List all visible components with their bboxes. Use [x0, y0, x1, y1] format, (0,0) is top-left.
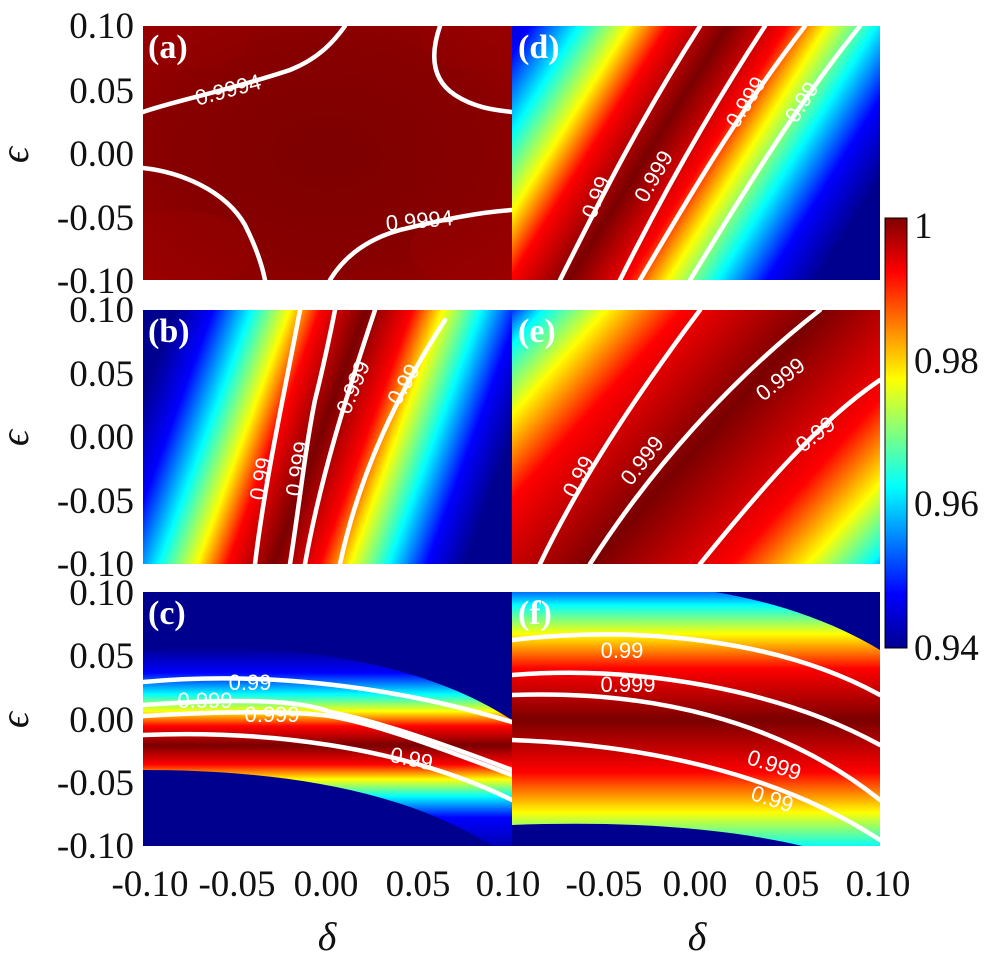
panel-d-contour-1: [557, 26, 703, 280]
panel-f-letter: (f): [518, 595, 552, 632]
panel-a-heatmap: [143, 26, 512, 280]
y-tick: 0.10: [69, 290, 134, 331]
x-tick: 0.05: [755, 864, 820, 905]
panel-f-heatmap: [512, 592, 880, 846]
panel-b-letter: (b): [148, 313, 190, 350]
panel-e-letter: (e): [518, 313, 556, 350]
colorbar-gradient: [884, 217, 908, 649]
panel-b-contour-1: [252, 310, 303, 564]
panel-c-contour-3: [143, 709, 512, 778]
y-tick: 0.05: [69, 71, 134, 112]
panel-c-contour-label-1: 0.99: [229, 670, 272, 695]
panel-f-contour-1: [512, 632, 880, 698]
panel-c-letter: (c): [148, 595, 186, 632]
y-tick: -0.05: [57, 763, 134, 804]
panel-e-contour-3: [697, 377, 880, 564]
x-axis-label-right: δ: [688, 914, 708, 959]
panel-f-contour-4: [512, 737, 880, 843]
y-axis-ticks-bottom: 0.10 0.05 0.00 -0.05 -0.10: [57, 573, 134, 867]
y-tick: 0.05: [69, 354, 134, 395]
y-tick: -0.10: [57, 544, 134, 585]
x-tick: 0.00: [663, 864, 728, 905]
colorbar-tick: 0.96: [914, 484, 979, 525]
y-axis-label-bottom: ϵ: [0, 710, 37, 728]
panel-a-contour-lower: [327, 207, 512, 280]
x-tick: 0.05: [386, 864, 451, 905]
x-tick: -0.05: [565, 864, 642, 905]
panel-f: 0.99 0.999 0.999 0.99: [512, 592, 880, 846]
panel-f-contour-label-1: 0.99: [601, 638, 644, 663]
panel-a-letter: (a): [148, 29, 188, 66]
x-tick: 0.10: [476, 864, 541, 905]
panel-d: 0.99 0.999 0.999 0.99: [512, 26, 880, 280]
panel-b-contour-3: [302, 310, 378, 564]
panel-d-heatmap: [512, 26, 880, 280]
y-axis-ticks-middle: 0.10 0.05 0.00 -0.05 -0.10: [57, 290, 134, 585]
panel-a-contour-left: [143, 165, 268, 280]
panel-c-contour-1: [143, 676, 512, 725]
x-axis-ticks-left: -0.10 -0.05 0.00 0.05 0.10: [111, 864, 540, 905]
y-tick: -0.05: [57, 481, 134, 522]
panel-d-letter: (d): [518, 29, 560, 66]
panel-b-heatmap: [143, 310, 512, 564]
panel-b: 0.99 0.999 0.999 0.99: [143, 310, 512, 564]
panel-c-contour-label-2: 0.999: [177, 688, 232, 713]
colorbar-tick: 0.98: [914, 341, 979, 382]
x-axis-ticks-right: -0.05 0.00 0.05 0.10: [565, 864, 910, 905]
y-tick: 0.10: [69, 6, 134, 47]
y-tick: -0.10: [57, 261, 134, 302]
panel-a: 0.9994 0.9994: [143, 26, 512, 280]
x-tick: -0.05: [198, 864, 275, 905]
colorbar-tick: 1: [914, 206, 933, 247]
panel-a-contour-upper: [143, 26, 348, 115]
panel-d-contour-3: [637, 26, 808, 280]
colorbar: 1 0.98 0.96 0.94: [884, 206, 979, 669]
y-tick: 0.00: [69, 417, 134, 458]
x-tick: 0.10: [846, 864, 911, 905]
panel-c-contour-2: [143, 698, 512, 773]
panel-a-contour-label-2: 0.9994: [385, 205, 454, 236]
x-axis-label-left: δ: [318, 914, 338, 959]
y-axis-label-top: ϵ: [0, 145, 37, 163]
panel-f-contour-3: [512, 692, 880, 803]
y-tick: 0.00: [69, 134, 134, 175]
panel-d-contour-2: [617, 26, 768, 280]
panel-b-contour-4: [337, 317, 448, 564]
y-tick: 0.05: [69, 636, 134, 677]
panel-e-contour-2: [587, 310, 823, 564]
y-tick: 0.00: [69, 700, 134, 741]
panel-e-heatmap: [512, 310, 880, 564]
y-tick: 0.10: [69, 573, 134, 614]
y-axis-label-middle: ϵ: [0, 428, 37, 446]
panel-d-contour-4: [687, 26, 863, 280]
x-tick: 0.00: [294, 864, 359, 905]
panel-f-contour-label-2: 0.999: [600, 672, 655, 697]
x-tick: -0.10: [111, 864, 188, 905]
colorbar-tick: 0.94: [914, 628, 979, 669]
y-axis-ticks-top: 0.10 0.05 0.00 -0.05 -0.10: [57, 6, 134, 302]
panel-c: 0.99 0.999 0.999 0.99: [143, 592, 512, 846]
y-tick: -0.10: [57, 826, 134, 867]
panel-f-contour-2: [512, 670, 880, 748]
panel-c-contour-label-3: 0.999: [244, 702, 299, 727]
panel-e: 0.99 0.999 0.999 0.99: [512, 310, 880, 564]
panel-c-contour-4: [143, 731, 512, 803]
panel-a-contour-right: [432, 26, 512, 115]
panel-e-contour-1: [537, 310, 703, 564]
y-tick: -0.05: [57, 198, 134, 239]
panel-b-contour-2: [287, 310, 338, 564]
